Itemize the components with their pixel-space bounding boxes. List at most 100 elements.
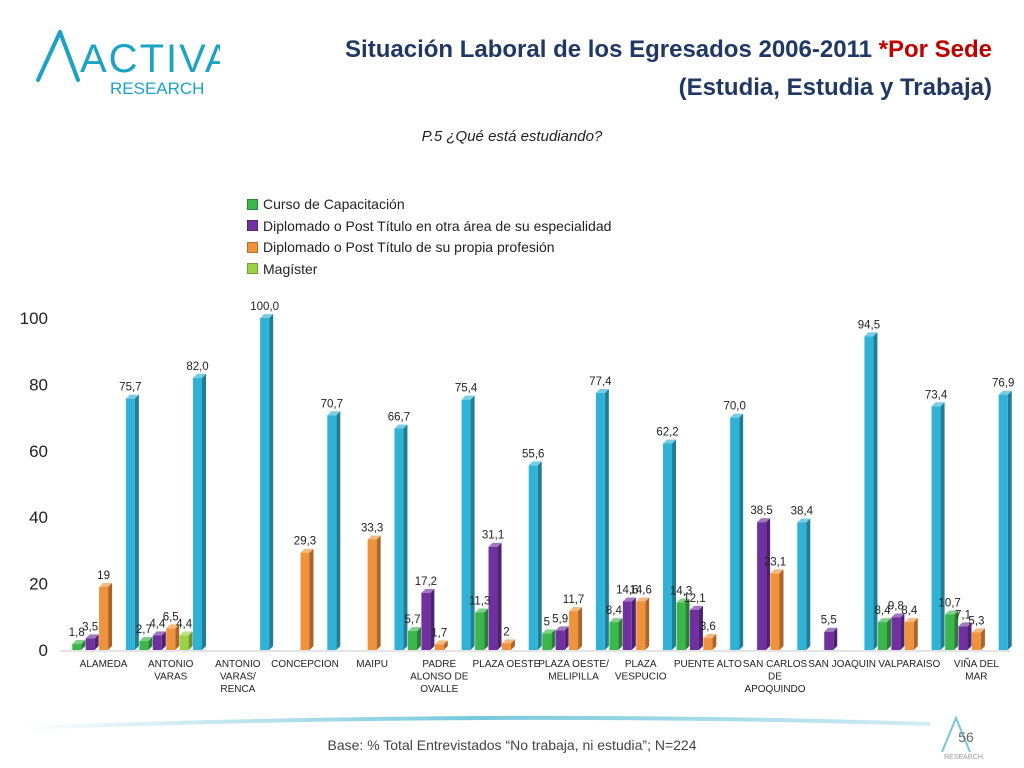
bar	[86, 638, 95, 650]
bar	[193, 378, 202, 650]
bar-side	[538, 461, 542, 650]
data-label: 5,9	[552, 613, 568, 625]
bar	[556, 630, 565, 650]
data-label: 55,6	[522, 448, 544, 460]
bar-side	[135, 395, 139, 650]
x-category-label-line: PADRE	[422, 659, 456, 670]
data-label: 62,2	[656, 426, 678, 438]
bar	[730, 418, 739, 650]
data-label: 23,1	[764, 556, 786, 568]
x-category-label-line: APOQUINDO	[744, 684, 805, 695]
bar-side	[310, 549, 314, 650]
bar	[959, 626, 968, 650]
x-category-label-line: VIÑA DEL	[954, 657, 999, 670]
data-label: 5	[544, 616, 550, 628]
x-category-label: PLAZA OESTE/MELIPILLA	[538, 659, 609, 683]
x-category-label-line: MAR	[965, 672, 987, 683]
y-tick-label: 80	[29, 375, 48, 394]
bar-side	[887, 618, 891, 650]
data-label: 2	[503, 626, 509, 638]
data-label: 5,7	[404, 614, 420, 626]
x-category-label-line: VARAS	[154, 672, 187, 683]
y-tick-label: 20	[29, 575, 48, 594]
data-label: 31,1	[482, 530, 504, 542]
data-label: 8,4	[606, 605, 623, 617]
bar	[999, 395, 1008, 650]
bar	[905, 622, 914, 650]
x-category-label: PLAZA OESTE	[473, 659, 541, 670]
bar-side	[269, 314, 273, 650]
bar-side	[806, 519, 810, 650]
bar	[596, 393, 605, 650]
bar-side	[108, 583, 112, 650]
data-label: 11,3	[469, 595, 491, 607]
x-category-label: CONCEPCION	[271, 659, 339, 670]
bar-side	[417, 627, 421, 650]
bar	[72, 644, 81, 650]
bar	[408, 631, 417, 650]
bar	[797, 523, 806, 650]
bar	[932, 406, 941, 650]
bar	[636, 602, 645, 650]
bar	[502, 643, 511, 650]
footer-base-note: Base: % Total Entrevistados “No trabaja,…	[0, 737, 1024, 753]
x-category-label-line: VALPARAISO	[878, 659, 940, 670]
footer-mark-text: RESEARCH	[944, 754, 983, 761]
bar	[677, 603, 686, 650]
bar-side	[336, 411, 340, 650]
x-category-label-line: ANTONIO	[215, 659, 261, 670]
data-label: 66,7	[388, 412, 410, 424]
bar	[394, 429, 403, 650]
bar-side	[766, 518, 770, 650]
x-category-label-line: PLAZA OESTE	[473, 659, 541, 670]
bar	[757, 522, 766, 650]
bar	[609, 622, 618, 650]
bar	[690, 610, 699, 650]
x-category-label: PLAZA VESPUCIO	[615, 659, 667, 683]
bar	[878, 622, 887, 650]
x-category-label-line: CONCEPCION	[271, 659, 339, 670]
data-label: 38,4	[791, 506, 814, 518]
bar	[435, 644, 444, 650]
x-category-label: PADRE ALONSO DE OVALLE	[410, 659, 469, 695]
bar	[824, 632, 833, 650]
data-label: 100,0	[250, 301, 279, 313]
x-category-label: VIÑA DEL MAR	[954, 657, 999, 683]
x-category-label-line: DE	[768, 672, 782, 683]
bar-side	[900, 613, 904, 650]
bar-side	[941, 402, 945, 650]
bar-side	[484, 608, 488, 650]
bar	[139, 641, 148, 650]
x-category-label-line: ANTONIO	[148, 659, 194, 670]
bar	[166, 628, 175, 650]
bar	[623, 602, 632, 650]
footer-swoosh	[0, 700, 1024, 740]
bar	[945, 614, 954, 650]
data-label: 19	[97, 570, 110, 582]
bar-chart: 0204060801001,83,51975,72,74,46,54,482,0…	[0, 0, 1024, 768]
bar	[891, 617, 900, 650]
bar	[529, 465, 538, 650]
data-label: 76,9	[992, 378, 1014, 390]
bar-side	[645, 598, 649, 650]
data-label: 29,3	[294, 536, 316, 548]
data-label: 5,3	[968, 615, 984, 627]
bar-side	[739, 414, 743, 650]
x-category-label: VALPARAISO	[878, 659, 940, 670]
bar	[475, 612, 484, 650]
bar	[864, 336, 873, 650]
data-label: 82,0	[186, 361, 208, 373]
data-label: 8,4	[901, 605, 918, 617]
bar	[771, 573, 780, 650]
x-category-label-line: MELIPILLA	[548, 672, 599, 683]
x-category-label-line: SAN CARLOS	[743, 659, 808, 670]
bar	[260, 318, 269, 650]
x-category-label-line: SAN JOAQUIN	[808, 659, 876, 670]
data-label: 75,4	[455, 383, 478, 395]
bar	[153, 635, 162, 650]
data-label: 5,5	[821, 615, 837, 627]
bar-side	[377, 535, 381, 650]
bar-side	[578, 607, 582, 650]
bar	[368, 539, 377, 650]
data-label: 77,4	[589, 376, 612, 388]
